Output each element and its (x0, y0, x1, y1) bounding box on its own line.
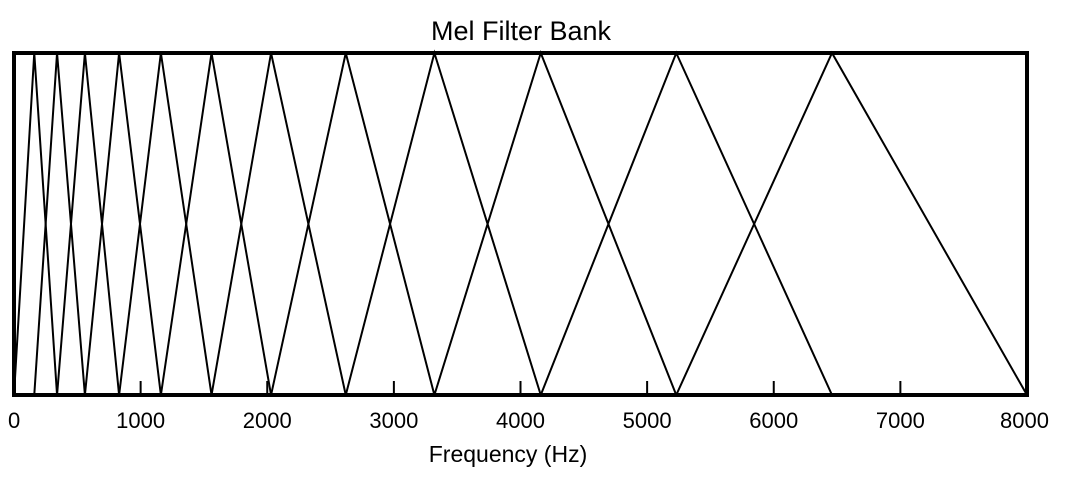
x-tick-label: 7000 (876, 408, 925, 433)
chart-title: Mel Filter Bank (431, 16, 612, 46)
x-tick-label: 2000 (243, 408, 292, 433)
mel-filter-8 (270, 52, 436, 396)
x-tick-label: 5000 (623, 408, 672, 433)
mel-filter-9 (344, 49, 542, 396)
x-tick-label: 4000 (496, 408, 545, 433)
mel-filter-6 (159, 52, 273, 396)
mel-filter-10 (433, 49, 678, 396)
x-axis-label: Frequency (Hz) (429, 441, 587, 467)
mel-filter-1 (13, 52, 59, 396)
x-tick-label: 6000 (749, 408, 798, 433)
filter-lines (13, 49, 1028, 396)
mel-filter-11 (539, 50, 833, 396)
mel-filter-7 (210, 52, 347, 396)
x-tick-label: 0 (8, 408, 20, 433)
mel-filter-2 (33, 52, 86, 396)
mel-filter-3 (56, 52, 121, 396)
mel-filter-12 (675, 50, 1028, 396)
x-axis-ticks: 0 1000 2000 3000 4000 5000 6000 7000 8000 (8, 381, 1049, 433)
x-tick-label: 8000 (1000, 408, 1049, 433)
x-tick-label: 3000 (369, 408, 418, 433)
mel-filter-4 (83, 52, 162, 396)
plot-frame (12, 51, 1029, 397)
mel-filter-5 (118, 52, 213, 396)
x-tick-label: 1000 (116, 408, 165, 433)
